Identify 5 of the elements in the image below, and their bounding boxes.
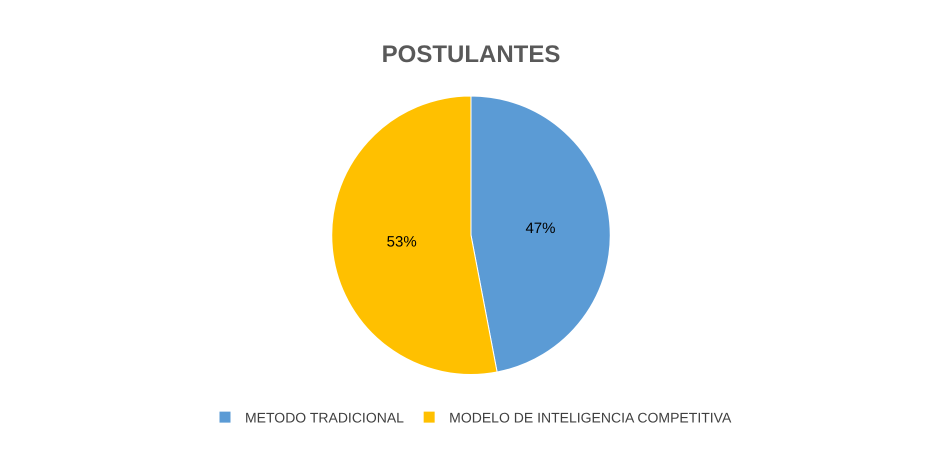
legend-label: METODO TRADICIONAL xyxy=(245,410,404,426)
data-label: 53% xyxy=(386,233,417,250)
chart-title: POSTULANTES xyxy=(382,41,560,68)
legend-label: MODELO DE INTELIGENCIA COMPETITIVA xyxy=(449,410,732,426)
data-label: 47% xyxy=(525,220,556,238)
